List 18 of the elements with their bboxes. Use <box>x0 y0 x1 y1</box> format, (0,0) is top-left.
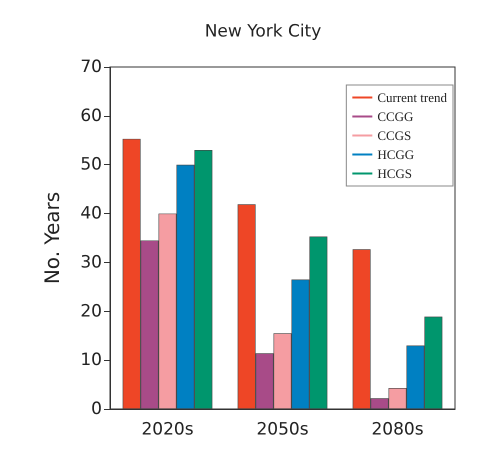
y-tick-label: 30 <box>80 252 102 272</box>
legend-label: Current trend <box>377 90 448 105</box>
y-tick-label: 50 <box>80 154 102 175</box>
legend-label: HCGG <box>377 147 414 162</box>
y-tick-label: 20 <box>80 301 102 322</box>
y-tick-label: 70 <box>80 57 102 77</box>
x-tick-label: 2020s <box>141 420 194 440</box>
legend-label: HCGS <box>377 166 412 181</box>
y-tick-label: 40 <box>80 204 102 224</box>
y-axis-title: No. Years <box>40 192 64 284</box>
x-tick-label: 2080s <box>371 420 424 440</box>
chart-title: New York City <box>204 22 322 42</box>
y-tick-label: 60 <box>80 106 102 126</box>
legend-label: CCGS <box>377 128 412 143</box>
legend-label: CCGG <box>377 109 414 124</box>
x-tick-label: 2050s <box>256 420 309 440</box>
y-tick-label: 0 <box>91 399 102 419</box>
y-tick-label: 10 <box>80 350 102 370</box>
